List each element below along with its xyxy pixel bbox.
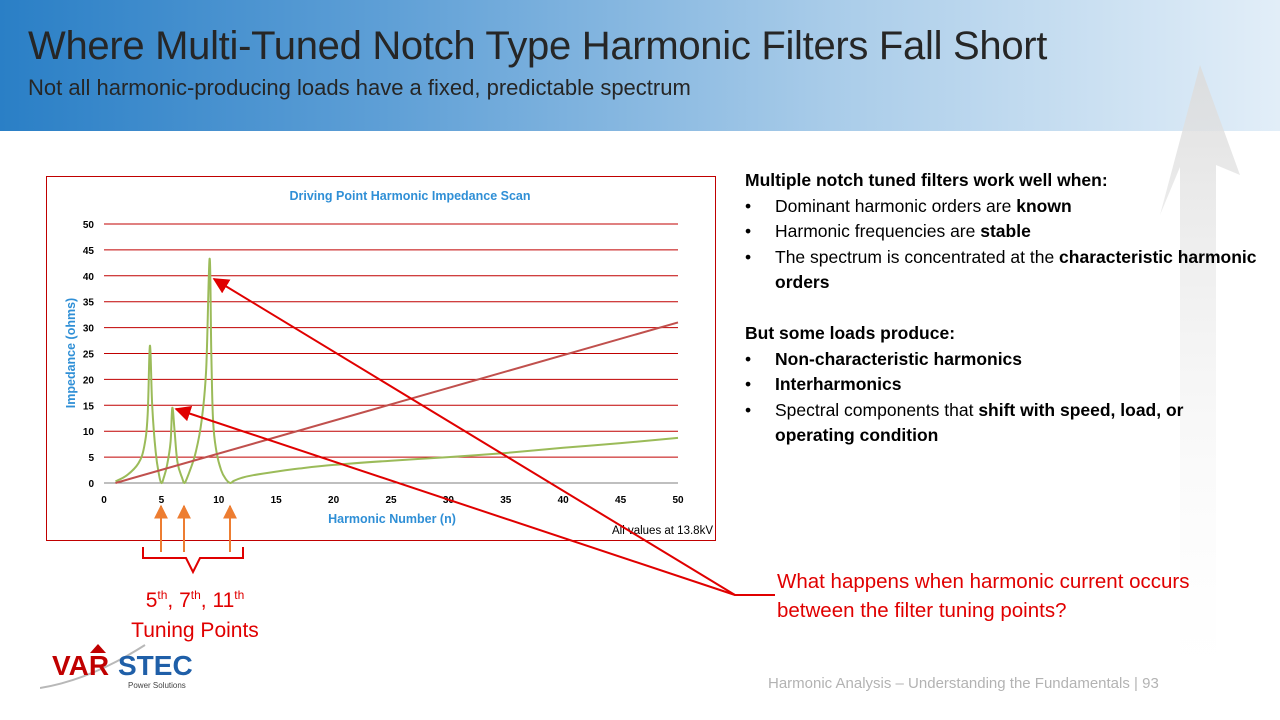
y-tick-label: 30 — [83, 324, 95, 335]
chart-x-axis-label: Harmonic Number (n) — [328, 512, 456, 526]
chart-gridlines — [104, 223, 678, 484]
x-tick-label: 20 — [328, 495, 340, 506]
y-tick-label: 10 — [83, 427, 95, 438]
item-bold-text: stable — [980, 221, 1031, 242]
chart-series — [115, 257, 679, 485]
x-tick-label: 30 — [443, 495, 455, 506]
x-tick-label: 45 — [615, 495, 627, 506]
ordinal-suffix: th — [190, 588, 201, 602]
item-bold-text: characteristic harmonic orders — [775, 246, 1257, 293]
item-bold-text: known — [1016, 195, 1072, 216]
header-banner — [0, 0, 1280, 131]
chart-y-axis-label: Impedance (ohms) — [64, 298, 78, 408]
y-tick-label: 0 — [88, 479, 94, 490]
chart-tick-labels: 0 5 10 15 20 25 30 35 40 45 50 0 5 10 15 20 25 30 35 40 45 50 — [83, 220, 684, 506]
slide-subtitle: Not all harmonic-producing loads have a … — [28, 75, 691, 100]
x-tick-label: 35 — [500, 495, 512, 506]
x-tick-label: 15 — [271, 495, 283, 506]
works-well-list: Dominant harmonic orders are known Harmo… — [745, 194, 1265, 296]
y-tick-label: 35 — [83, 298, 95, 309]
item-text: The spectrum is concentrated at the — [775, 246, 1060, 267]
x-tick-label: 5 — [159, 495, 165, 506]
x-tick-label: 40 — [558, 495, 570, 506]
y-tick-label: 50 — [83, 220, 95, 231]
slide-title: Where Multi-Tuned Notch Type Harmonic Fi… — [28, 24, 1048, 68]
y-tick-label: 25 — [83, 350, 95, 361]
problem-item: Interharmonics — [745, 372, 1265, 398]
y-tick-label: 20 — [83, 375, 95, 386]
tuning-order-7: 7 — [179, 589, 191, 612]
x-tick-label: 25 — [385, 495, 397, 506]
tuning-caption: Tuning Points — [131, 619, 259, 642]
item-text: Spectral components that — [775, 399, 979, 420]
works-well-item: The spectrum is concentrated at the char… — [745, 245, 1265, 296]
y-tick-label: 45 — [83, 246, 95, 257]
works-well-heading: Multiple notch tuned filters work well w… — [745, 170, 1108, 190]
tuning-order-11: 11 — [212, 589, 235, 612]
tuning-points-label: 5th, 7th, 11th Tuning Points — [110, 580, 280, 646]
problem-list: Non-characteristic harmonics Interharmon… — [745, 347, 1265, 449]
item-bold-text: Interharmonics — [775, 374, 902, 395]
logo-tagline: Power Solutions — [128, 681, 186, 690]
x-tick-label: 0 — [101, 495, 107, 506]
y-tick-label: 5 — [88, 453, 94, 464]
separator: , — [200, 589, 213, 612]
callout-question: What happens when harmonic current occur… — [777, 570, 1190, 622]
problem-item: Non-characteristic harmonics — [745, 347, 1265, 373]
item-bold-text: shift with speed, load, or operating con… — [775, 399, 1184, 446]
problem-heading: But some loads produce: — [745, 322, 956, 343]
series-line-unfiltered — [115, 321, 679, 484]
series-line-filtered — [115, 257, 679, 485]
footer-text: Harmonic Analysis – Understanding the Fu… — [768, 675, 1130, 692]
x-tick-label: 50 — [672, 495, 684, 506]
y-tick-label: 15 — [83, 401, 95, 412]
tuning-brace — [142, 547, 244, 575]
chart-title: Driving Point Harmonic Impedance Scan — [289, 189, 530, 203]
works-well-item: Harmonic frequencies are stable — [745, 219, 1265, 245]
bullet-panel: Multiple notch tuned filters work well w… — [745, 168, 1265, 449]
separator: , — [167, 589, 180, 612]
y-tick-label: 40 — [83, 272, 95, 283]
impedance-chart: 0 5 10 15 20 25 30 35 40 45 50 0 5 10 15 20 25 30 35 40 45 50… — [64, 189, 713, 537]
ordinal-suffix: th — [234, 588, 245, 602]
varstec-logo: VAR STEC Power Solutions — [40, 644, 193, 690]
item-bold-text: Non-characteristic harmonics — [775, 348, 1023, 369]
problem-item: Spectral components that shift with spee… — [745, 398, 1265, 449]
item-text: Harmonic frequencies are — [775, 221, 981, 242]
tuning-order-5: 5 — [145, 589, 158, 612]
logo-text-stec: STEC — [118, 650, 193, 681]
impedance-chart-frame: 0 5 10 15 20 25 30 35 40 45 50 0 5 10 15 20 25 30 35 40 45 50… — [46, 176, 716, 541]
page-number: | 93 — [1134, 675, 1159, 692]
chart-voltage-annotation: All values at 13.8kV — [612, 525, 713, 537]
item-text: Dominant harmonic orders are — [775, 195, 1017, 216]
works-well-item: Dominant harmonic orders are known — [745, 194, 1265, 220]
logo-text-var: VAR — [52, 650, 109, 681]
ordinal-suffix: th — [157, 588, 168, 602]
slide-footer: Harmonic Analysis – Understanding the Fu… — [768, 675, 1159, 692]
x-tick-label: 10 — [213, 495, 225, 506]
tuning-orders: 5th, 7th, 11th — [110, 580, 280, 616]
